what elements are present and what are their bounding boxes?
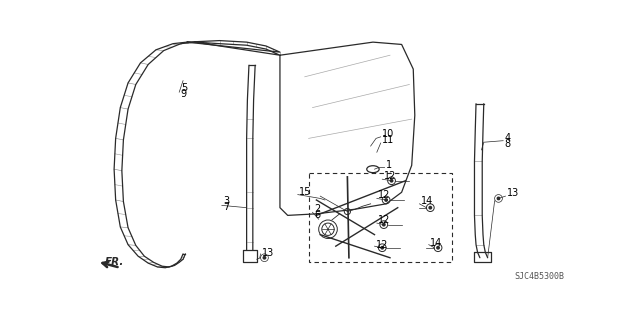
Bar: [308, 173, 452, 262]
Text: 12: 12: [378, 215, 391, 225]
Circle shape: [380, 246, 384, 250]
Text: 5: 5: [180, 83, 187, 93]
Circle shape: [262, 256, 266, 260]
Text: 8: 8: [505, 139, 511, 149]
Text: SJC4B5300B: SJC4B5300B: [514, 271, 564, 280]
Circle shape: [384, 198, 388, 202]
Circle shape: [382, 223, 386, 226]
Text: 12: 12: [376, 240, 388, 250]
Text: 4: 4: [505, 133, 511, 143]
Text: 13: 13: [262, 248, 275, 258]
Text: 10: 10: [382, 129, 394, 139]
Text: 13: 13: [507, 188, 519, 198]
Text: 3: 3: [223, 196, 230, 206]
Text: 15: 15: [300, 187, 312, 197]
Text: FR.: FR.: [105, 257, 124, 267]
Text: 14: 14: [430, 238, 442, 248]
Text: 11: 11: [382, 135, 394, 145]
Text: 7: 7: [223, 202, 230, 212]
Text: 12: 12: [378, 190, 391, 200]
Text: 2: 2: [314, 204, 320, 213]
Text: 12: 12: [384, 171, 396, 181]
Text: 1: 1: [386, 160, 392, 170]
Circle shape: [436, 246, 440, 250]
Circle shape: [390, 179, 394, 183]
Text: 14: 14: [421, 196, 433, 206]
Circle shape: [428, 206, 432, 210]
Circle shape: [497, 197, 500, 200]
Text: 6: 6: [314, 210, 320, 220]
Text: 9: 9: [180, 89, 187, 99]
